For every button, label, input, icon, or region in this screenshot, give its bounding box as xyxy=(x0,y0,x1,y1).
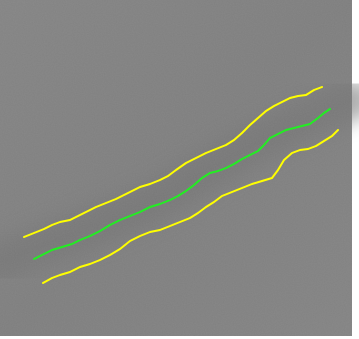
centerline-trace xyxy=(33,108,331,260)
scan-grain xyxy=(0,0,352,336)
upper-boundary-trace xyxy=(23,86,323,238)
lower-boundary-trace xyxy=(42,129,339,284)
